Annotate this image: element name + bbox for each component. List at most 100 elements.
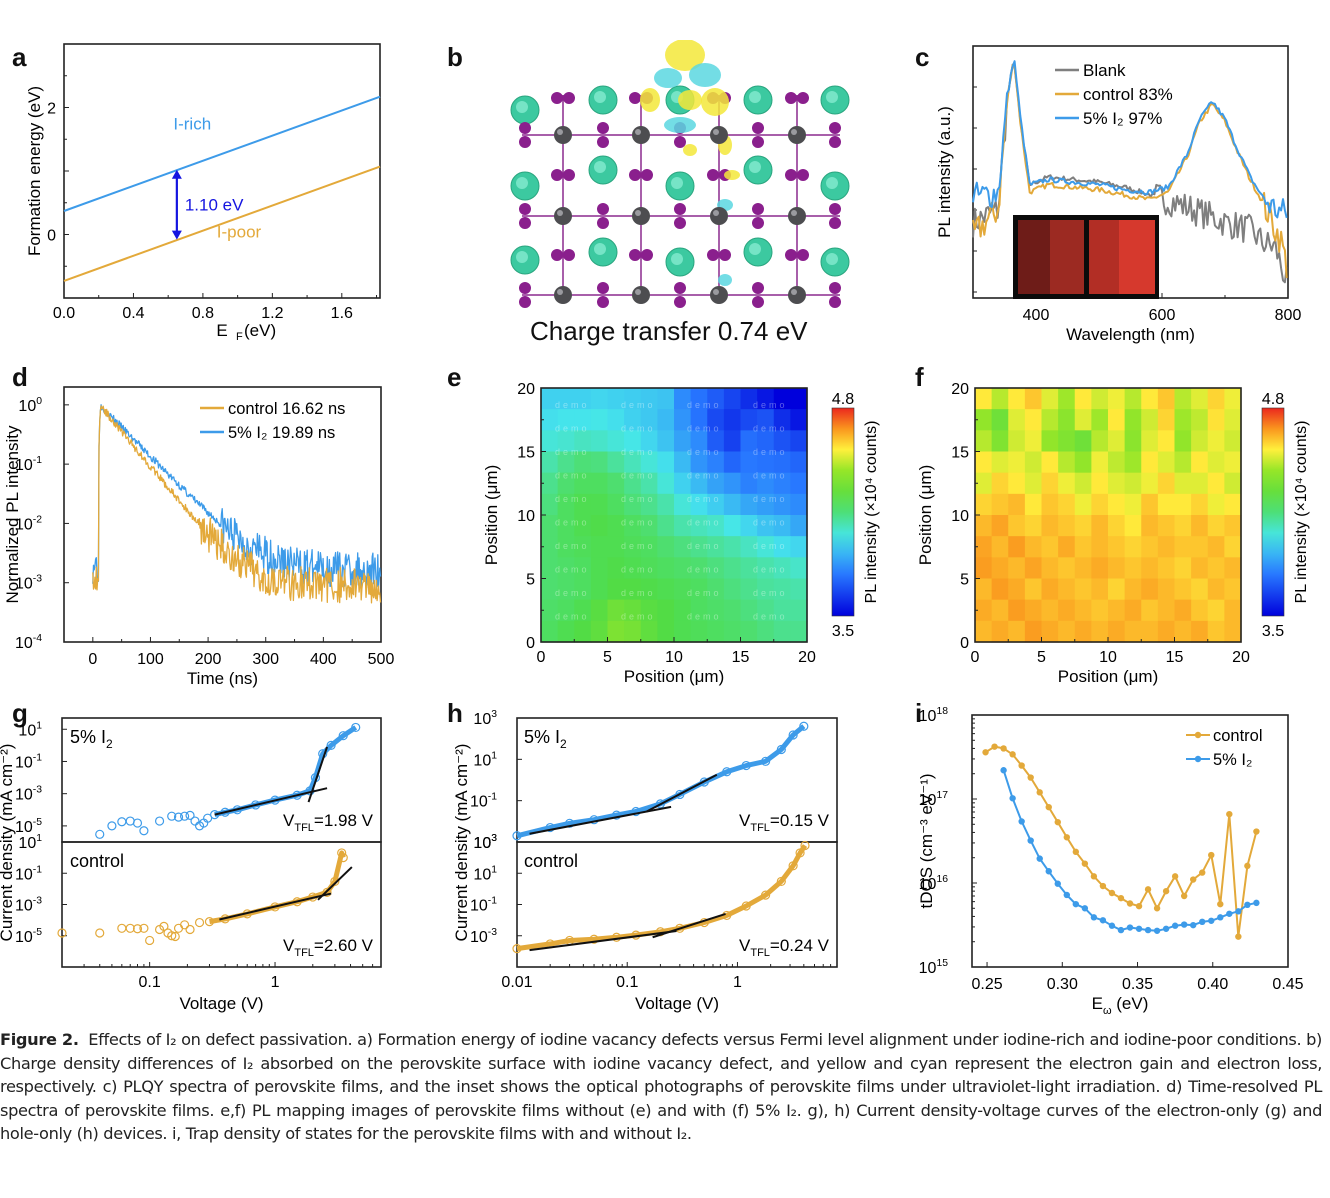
heatmap-cell bbox=[1008, 472, 1026, 495]
heatmap-cell bbox=[1024, 430, 1043, 453]
watermark-text: demo bbox=[555, 612, 590, 622]
heatmap-cell bbox=[757, 557, 775, 580]
heatmap-cell bbox=[1157, 409, 1176, 431]
heatmap-cell bbox=[590, 451, 609, 474]
heatmap-cell bbox=[690, 388, 708, 410]
heatmap-cell bbox=[757, 599, 775, 622]
data-point bbox=[1099, 882, 1107, 890]
x-tick-label: 0.25 bbox=[971, 976, 1002, 993]
x-tick-label: 100 bbox=[137, 651, 164, 668]
heatmap-cell bbox=[690, 409, 708, 431]
data-point bbox=[1081, 860, 1089, 867]
x-axis-label: Wavelength (nm) bbox=[1066, 325, 1195, 344]
heatmap-cell bbox=[1224, 472, 1242, 495]
heatmap-cell bbox=[1024, 536, 1043, 558]
x-axis-label: Time (ns) bbox=[187, 669, 258, 688]
heatmap-cell bbox=[607, 578, 625, 601]
panel-label-d: d bbox=[12, 362, 28, 392]
heatmap-cell bbox=[690, 430, 708, 453]
heatmap-cell bbox=[740, 430, 758, 453]
y-tick-label: 10-1 bbox=[15, 864, 42, 883]
heatmap-cell bbox=[1141, 599, 1159, 622]
x-tick-label: 20 bbox=[1232, 649, 1250, 666]
heatmap-cell bbox=[991, 430, 1009, 453]
heatmap-cell bbox=[1041, 493, 1059, 516]
data-point bbox=[1244, 862, 1251, 870]
heatmap-cell bbox=[557, 578, 575, 601]
heatmap-cell bbox=[657, 578, 675, 601]
heatmap-cell bbox=[1124, 578, 1142, 601]
watermark-text: demo bbox=[687, 400, 722, 410]
heatmap-cell bbox=[1191, 515, 1209, 537]
heatmap-cell bbox=[723, 472, 742, 495]
heatmap-cell bbox=[1024, 599, 1043, 622]
heatmap-cell bbox=[773, 493, 791, 516]
heatmap-cell bbox=[607, 557, 625, 580]
y-tick-label: 10-1 bbox=[15, 455, 42, 474]
heatmap-cell bbox=[657, 620, 675, 643]
heatmap-cell bbox=[790, 451, 808, 474]
series-label-i-rich: I-rich bbox=[173, 115, 211, 134]
y-axis-label: PL intensity (a.u.) bbox=[935, 106, 954, 238]
pb-atom-highlight bbox=[713, 289, 719, 295]
colorbar-label: PL intensity (×10⁴ counts) bbox=[1293, 421, 1310, 604]
iodine-atom bbox=[829, 122, 841, 134]
heatmap-cell bbox=[1124, 493, 1142, 516]
data-point bbox=[1135, 902, 1143, 910]
cs-atom-highlight bbox=[826, 91, 838, 103]
heatmap-cell bbox=[624, 620, 642, 643]
heatmap-cell bbox=[607, 472, 625, 495]
heatmap-cell bbox=[674, 578, 692, 601]
electron-gain-lobe bbox=[724, 170, 740, 180]
heatmap-cell bbox=[590, 620, 609, 643]
watermark-text: demo bbox=[555, 494, 590, 504]
chart-plqy-spectra: 400 600 800 Wavelength (nm) PL intensity (a.… bbox=[935, 45, 1301, 344]
iodine-atom bbox=[563, 249, 575, 261]
x-tick-label: 1 bbox=[271, 974, 280, 991]
heatmap-cell bbox=[773, 451, 791, 474]
heatmap-cell bbox=[975, 472, 993, 495]
heatmap-cell bbox=[707, 472, 725, 495]
iodine-atom bbox=[597, 203, 609, 215]
heatmap-cell bbox=[773, 578, 791, 601]
heatmap-cell bbox=[1074, 472, 1092, 495]
heatmap-cell bbox=[690, 472, 708, 495]
heatmap-cell bbox=[657, 430, 675, 453]
figure-caption: Figure 2. Effects of I₂ on defect passiv… bbox=[0, 1028, 1322, 1146]
arrow-head-up bbox=[171, 169, 182, 179]
heatmap-cell bbox=[1041, 599, 1059, 622]
heatmap-cell bbox=[1058, 430, 1076, 453]
heatmap-cell bbox=[674, 409, 692, 431]
heatmap-cell bbox=[1008, 578, 1026, 601]
x-tick-label: 400 bbox=[310, 651, 337, 668]
x-axis-label: Position (μm) bbox=[624, 667, 724, 686]
y-axis-label: Formation energy (eV) bbox=[25, 86, 44, 256]
x-tick-label: 0.35 bbox=[1122, 976, 1153, 993]
iodine-atom bbox=[707, 169, 719, 181]
heatmap-cell bbox=[790, 599, 808, 622]
electron-loss-lobe bbox=[718, 274, 732, 286]
heatmap-cell bbox=[1224, 536, 1242, 558]
iodine-atom bbox=[674, 203, 686, 215]
y-tick-label: 101 bbox=[18, 720, 42, 739]
heatmap-cell bbox=[1058, 536, 1076, 558]
legend-marker bbox=[1194, 731, 1202, 739]
heatmap-cell bbox=[975, 578, 993, 601]
heatmap-cell bbox=[740, 536, 758, 558]
watermark-text: demo bbox=[555, 541, 590, 551]
heatmap-cell bbox=[1191, 493, 1209, 516]
y-axis-label: Current density (mA cm⁻²) bbox=[0, 744, 16, 942]
heatmap-cell bbox=[1091, 557, 1109, 580]
heatmap-cell bbox=[590, 430, 609, 453]
heatmap-cell bbox=[1174, 451, 1192, 474]
iodine-atom bbox=[752, 136, 764, 148]
heatmap-cell bbox=[640, 578, 658, 601]
pb-atom bbox=[788, 207, 806, 225]
heatmap-cell bbox=[1108, 557, 1126, 580]
heatmap-cell bbox=[1124, 536, 1142, 558]
watermark-text: demo bbox=[687, 612, 722, 622]
y-tick-label: 101 bbox=[473, 750, 497, 769]
heatmap-cell bbox=[707, 557, 725, 580]
heatmap-cell bbox=[1058, 515, 1076, 537]
y-tick-label: 101 bbox=[18, 833, 42, 852]
